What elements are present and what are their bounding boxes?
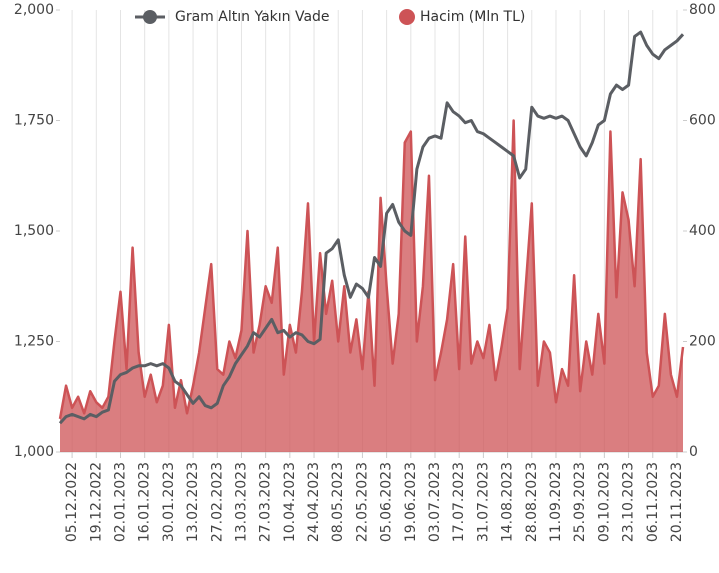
area <box>60 120 683 452</box>
legend-marker[interactable] <box>399 9 415 25</box>
x-tick-label: 27.02.2023 <box>209 462 225 542</box>
x-tick-label: 23.10.2023 <box>621 462 637 542</box>
x-tick-label: 25.09.2023 <box>572 462 588 542</box>
x-tick-label: 31.07.2023 <box>475 462 491 542</box>
x-tick-label: 24.04.2023 <box>306 462 322 542</box>
x-tick-label: 02.01.2023 <box>112 462 128 542</box>
x-tick-label: 10.04.2023 <box>282 462 298 542</box>
x-tick-label: 16.01.2023 <box>137 462 153 542</box>
x-tick-label: 13.03.2023 <box>233 462 249 542</box>
y-tick-label: 1,500 <box>14 223 54 239</box>
x-tick-label: 05.06.2023 <box>379 462 395 542</box>
x-tick-label: 05.12.2022 <box>64 462 80 542</box>
y-tick-label: 1,000 <box>14 444 54 460</box>
y-tick-label: 1,250 <box>14 334 54 350</box>
x-tick-label: 14.08.2023 <box>500 462 516 542</box>
y-tick-label: 2,000 <box>14 2 54 18</box>
y2-tick-label: 800 <box>689 2 716 18</box>
legend-label[interactable]: Gram Altın Yakın Vade <box>175 9 330 25</box>
x-tick-label: 19.06.2023 <box>403 462 419 542</box>
x-tick-label: 22.05.2023 <box>354 462 370 542</box>
y-tick-label: 1,750 <box>14 113 54 129</box>
x-tick-label: 03.07.2023 <box>427 462 443 542</box>
x-tick-label: 17.07.2023 <box>451 462 467 542</box>
area-line <box>58 119 685 420</box>
x-tick-label: 08.05.2023 <box>330 462 346 542</box>
x-tick-label: 13.02.2023 <box>185 462 201 542</box>
x-tick-label: 20.11.2023 <box>669 462 685 542</box>
legend-label[interactable]: Hacim (Mln TL) <box>420 9 525 25</box>
x-tick-label: 09.10.2023 <box>596 462 612 542</box>
y2-tick-label: 0 <box>689 444 698 460</box>
x-tick-label: 11.09.2023 <box>548 462 564 542</box>
x-tick-label: 30.01.2023 <box>161 462 177 542</box>
x-tick-label: 19.12.2022 <box>88 462 104 542</box>
y2-tick-label: 200 <box>689 334 716 350</box>
line <box>58 30 685 425</box>
x-tick-label: 28.08.2023 <box>524 462 540 542</box>
y2-tick-label: 600 <box>689 113 716 129</box>
y2-tick-label: 400 <box>689 223 716 239</box>
x-tick-label: 06.11.2023 <box>645 462 661 542</box>
x-tick-label: 27.03.2023 <box>258 462 274 542</box>
legend-marker[interactable] <box>143 10 157 24</box>
